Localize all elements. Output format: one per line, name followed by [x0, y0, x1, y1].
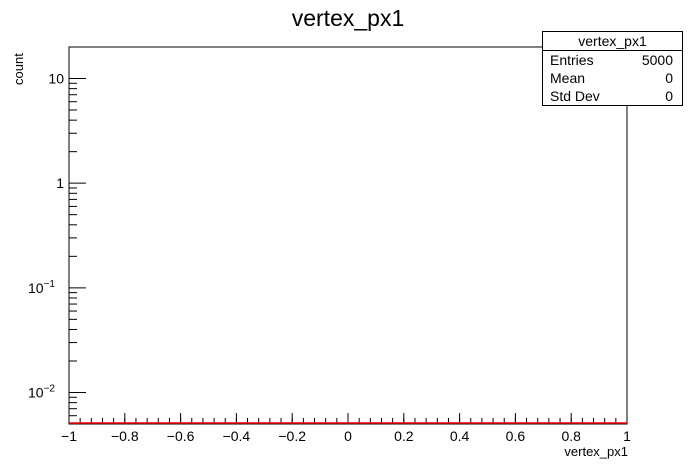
stats-box: vertex_px1 Entries 5000 Mean 0 Std Dev 0: [542, 31, 683, 106]
stats-value: 5000: [641, 52, 673, 68]
x-tick-label: 0.8: [561, 428, 581, 444]
y-tick-label: 10: [48, 71, 64, 87]
stats-row-entries: Entries 5000: [543, 51, 682, 69]
x-tick-label: 1: [623, 428, 631, 444]
x-tick-label: 0.4: [450, 428, 470, 444]
stats-row-mean: Mean 0: [543, 69, 682, 87]
y-tick-label: 10−1: [28, 279, 55, 296]
stats-row-stddev: Std Dev 0: [543, 87, 682, 105]
x-tick-label: −0.6: [167, 428, 195, 444]
x-axis-ticks: −1 −0.8 −0.6 −0.4 −0.2 0 0.2 0.4 0.6 0.8 1: [61, 413, 631, 444]
chart-title: vertex_px1: [291, 5, 405, 31]
x-tick-label: 0.2: [394, 428, 414, 444]
stats-key: Mean: [550, 70, 586, 86]
x-axis-label: vertex_px1: [564, 444, 628, 459]
x-tick-label: 0: [344, 428, 352, 444]
x-tick-label: −0.8: [111, 428, 139, 444]
stats-key: Entries: [550, 52, 594, 68]
y-tick-label: 1: [56, 175, 64, 191]
x-tick-label: −0.4: [223, 428, 251, 444]
stats-value: 0: [665, 88, 673, 104]
y-axis-ticks: 10−2 10−1 1 10: [28, 46, 86, 425]
y-axis-label: count: [11, 53, 26, 85]
x-tick-label: −1: [61, 428, 77, 444]
y-tick-label: 10−2: [28, 383, 55, 400]
stats-key: Std Dev: [550, 88, 600, 104]
stats-box-title: vertex_px1: [543, 32, 682, 51]
x-tick-label: −0.2: [278, 428, 306, 444]
x-tick-label: 0.6: [506, 428, 526, 444]
stats-value: 0: [665, 70, 673, 86]
